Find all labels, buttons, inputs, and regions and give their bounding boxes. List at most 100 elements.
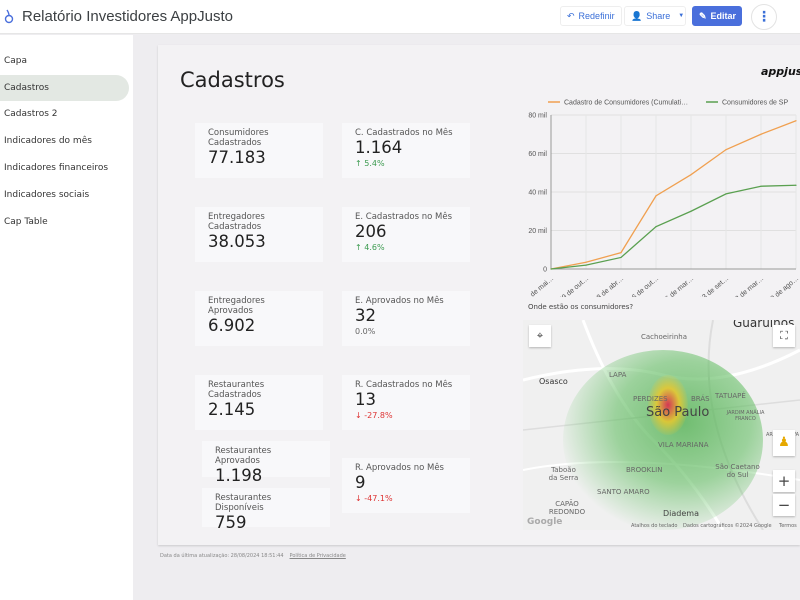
header: Relatório Investidores AppJusto ↶ Redefin… <box>0 0 800 34</box>
scorecard-value: 77.183 <box>208 148 266 167</box>
last-updated: Data da última atualização: 28/08/2024 1… <box>160 553 284 559</box>
scorecard-consumers-registered: Consumidores Cadastrados 77.183 <box>195 123 323 178</box>
chevron-down-icon[interactable]: ▼ <box>678 13 685 19</box>
data-point <box>795 184 797 186</box>
scorecard-value: 759 <box>215 513 247 532</box>
edit-label: Editar <box>710 11 737 21</box>
scorecard-value: 206 <box>355 222 387 241</box>
scorecard-label: Entregadores Cadastrados <box>208 212 265 232</box>
scorecard-value: 2.145 <box>208 400 256 419</box>
sidebar-item-indicadores-mes[interactable]: Indicadores do mês <box>4 136 92 146</box>
y-tick-label: 0 <box>543 267 547 274</box>
data-point <box>550 268 552 270</box>
scorecard-delta: ↑ 5.4% <box>355 159 457 168</box>
map-label: TATUAPÉ <box>715 392 746 400</box>
scorecard-label: Restaurantes Cadastrados <box>208 380 265 400</box>
zoom-in-button[interactable]: + <box>773 470 795 492</box>
sidebar: Capa Cadastros Cadastros 2 Indicadores d… <box>0 35 133 600</box>
y-tick-label: 80 mil <box>528 113 547 120</box>
scorecard-value: 1.198 <box>215 466 263 485</box>
data-point <box>655 226 657 228</box>
data-point <box>795 120 797 122</box>
scorecard-value: 6.902 <box>208 316 256 335</box>
arrow-up-icon: ↑ <box>355 159 365 168</box>
map-label: BROOKLIN <box>626 466 663 474</box>
data-point <box>585 261 587 263</box>
keyboard-shortcuts-link[interactable]: Atalhos do teclado <box>631 523 678 529</box>
more-options-button[interactable]: ⋮ <box>751 4 777 30</box>
map-label: Guarulhos <box>733 320 795 330</box>
consumers-line-chart: 0 20 mil 40 mil 60 mil 80 mil … de mai… 29 de … <box>522 100 800 298</box>
data-point <box>760 133 762 135</box>
scorecard-restaurants-registered: Restaurantes Cadastrados 2.145 <box>195 375 323 430</box>
zoom-out-button[interactable]: − <box>773 494 795 516</box>
data-point <box>690 174 692 176</box>
fullscreen-icon: ⛶ <box>780 329 788 342</box>
heatmap-hotspot <box>648 375 688 435</box>
x-tick-label: 2 de mar… <box>734 275 765 297</box>
share-button[interactable]: 👤 Share ▼ <box>624 6 686 26</box>
scorecard-label: Consumidores Cadastrados <box>208 128 269 148</box>
map-caption: Onde estão os consumidores? <box>528 303 634 311</box>
heatmap-map[interactable]: Guarulhos Cachoeirinha Osasco LAPA PERDI… <box>523 320 800 530</box>
scorecard-label: C. Cadastrados no Mês <box>355 128 453 138</box>
data-point <box>620 256 622 259</box>
pencil-icon: ✎ <box>699 10 707 21</box>
map-label: Cachoeirinha <box>641 333 687 341</box>
map-label: Osasco <box>539 377 568 386</box>
x-tick-label: 6 de out… <box>631 275 660 297</box>
map-label: LAPA <box>609 371 627 379</box>
map-label: VILA MARIANA <box>658 441 709 449</box>
scorecard-couriers-approved: Entregadores Aprovados 6.902 <box>195 291 323 346</box>
reset-button[interactable]: ↶ Redefinir <box>560 6 622 26</box>
scorecard-couriers-approved-month: E. Aprovados no Mês 32 0.0% <box>342 291 470 346</box>
data-point <box>725 193 727 195</box>
pegman-icon: ♟ <box>778 435 790 450</box>
scorecard-delta: 0.0% <box>355 327 457 336</box>
scorecard-restaurants-available: Restaurantes Disponíveis 759 <box>202 488 330 532</box>
google-logo: Google <box>527 517 563 527</box>
y-tick-label: 20 mil <box>528 228 547 235</box>
app-logo-icon <box>4 9 14 24</box>
scorecard-value: 32 <box>355 306 376 325</box>
sidebar-item-indicadores-financeiros[interactable]: Indicadores financeiros <box>4 163 109 173</box>
arrow-down-icon: ↓ <box>355 494 365 503</box>
fullscreen-button[interactable]: ⛶ <box>773 325 795 347</box>
data-point <box>690 210 692 212</box>
series-line <box>550 120 797 270</box>
map-label: Taboão da Serra <box>548 466 579 482</box>
sidebar-item-cadastros-2[interactable]: Cadastros 2 <box>4 109 58 119</box>
scorecard-value: 13 <box>355 390 376 409</box>
scorecard-restaurants-approved-month: R. Aprovados no Mês 9 ↓ -47.1% <box>342 458 470 513</box>
map-label: PERDIZES <box>633 395 668 403</box>
terms-link[interactable]: Termos <box>779 523 797 529</box>
scorecard-value: 38.053 <box>208 232 266 251</box>
add-person-icon: 👤 <box>631 10 643 21</box>
sidebar-item-cadastros[interactable]: Cadastros <box>0 75 129 101</box>
arrow-down-icon: ↓ <box>355 411 365 420</box>
footer: Data da última atualização: 28/08/2024 1… <box>160 553 346 559</box>
x-tick-label: 29 de out… <box>558 275 590 297</box>
map-label: São Paulo <box>646 405 710 420</box>
sidebar-item-indicadores-sociais[interactable]: Indicadores sociais <box>4 190 90 200</box>
edit-button[interactable]: ✎ Editar <box>692 6 742 26</box>
delta-value: 4.6% <box>364 243 385 252</box>
scorecard-label: E. Aprovados no Mês <box>355 296 444 306</box>
scorecard-label: R. Aprovados no Mês <box>355 463 444 473</box>
privacy-link[interactable]: Política de Privacidade <box>289 553 346 559</box>
street-view-button[interactable]: ♟ <box>773 430 795 456</box>
legend-label: Cadastro de Consumidores (Cumulati… <box>564 100 688 107</box>
sidebar-item-capa[interactable]: Capa <box>4 56 28 66</box>
scorecard-couriers-month: E. Cadastrados no Mês 206 ↑ 4.6% <box>342 207 470 262</box>
sidebar-item-cap-table[interactable]: Cap Table <box>4 217 48 227</box>
x-tick-label: 26 de mar… <box>661 275 695 297</box>
scorecard-label: R. Cadastrados no Mês <box>355 380 453 390</box>
scorecard-label: Restaurantes Disponíveis <box>215 493 272 513</box>
scorecard-couriers-registered: Entregadores Cadastrados 38.053 <box>195 207 323 262</box>
delta-value: 0.0% <box>355 327 376 336</box>
locate-button[interactable]: ⌖ <box>529 325 551 347</box>
location-icon: ⌖ <box>536 329 544 342</box>
map-label: BRÁS <box>691 395 710 403</box>
report-title: Relatório Investidores AppJusto <box>22 8 233 25</box>
delta-value: 5.4% <box>364 159 385 168</box>
